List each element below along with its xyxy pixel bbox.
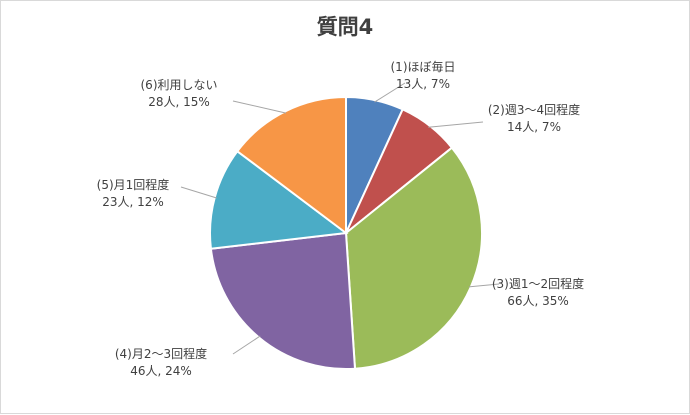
leader-line [232, 100, 287, 114]
slice-value-label: 14人, 7% [507, 120, 561, 134]
slice-value-label: 23人, 12% [102, 195, 164, 209]
chart-title: 質問4 [316, 15, 374, 39]
leader-line [374, 82, 406, 103]
leader-line [232, 335, 261, 355]
slice-category-label: (4)月2～3回程度 [115, 346, 207, 361]
leader-line [180, 186, 217, 199]
slice-value-label: 66人, 35% [507, 294, 569, 308]
slice-category-label: (2)週3～4回程度 [488, 102, 580, 117]
slice-value-label: 46人, 24% [130, 364, 192, 378]
slice-value-label: 28人, 15% [148, 95, 210, 109]
slice-category-label: (5)月1回程度 [97, 177, 170, 192]
leader-line [468, 283, 500, 288]
slice-value-label: 13人, 7% [396, 77, 450, 91]
slice-category-label: (1)ほぼ毎日 [391, 59, 456, 74]
pie-slice [235, 95, 347, 236]
slice-category-label: (6)利用しない [141, 78, 218, 92]
pie-slice [344, 146, 483, 370]
slice-category-label: (3)週1～2回程度 [492, 276, 584, 291]
leader-line [428, 121, 484, 128]
pie-slice [209, 231, 357, 370]
